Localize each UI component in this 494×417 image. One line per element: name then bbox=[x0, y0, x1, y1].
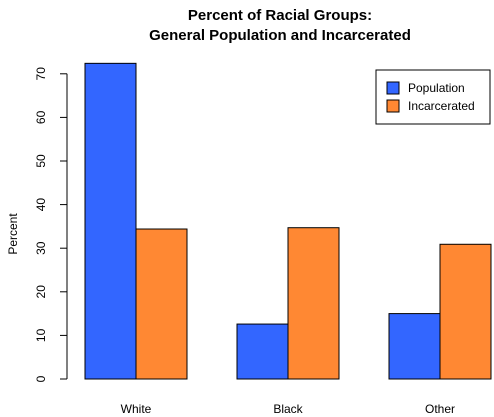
legend-swatch-population bbox=[386, 81, 400, 95]
bar-white-population bbox=[84, 62, 137, 380]
x-tick-label-black: Black bbox=[273, 402, 303, 416]
chart-title-line-1: Percent of Racial Groups: bbox=[188, 7, 372, 24]
chart-title-line-2: General Population and Incarcerated bbox=[149, 27, 411, 44]
bar-black-population bbox=[236, 323, 289, 380]
y-tick-label: 50 bbox=[34, 154, 48, 168]
y-tick-label: 40 bbox=[34, 198, 48, 212]
x-tick-label-other: Other bbox=[425, 402, 455, 416]
y-tick-label: 0 bbox=[34, 375, 48, 382]
bar-other-incarcerated bbox=[439, 243, 492, 380]
legend-box bbox=[375, 69, 491, 125]
chart-title: Percent of Racial Groups: General Popula… bbox=[149, 7, 411, 44]
legend-swatch-incarcerated bbox=[386, 99, 400, 113]
x-axis-labels: White Black Other bbox=[121, 402, 455, 416]
legend: Population Incarcerated bbox=[375, 69, 491, 125]
y-tick-label: 60 bbox=[34, 110, 48, 124]
y-tick-label: 10 bbox=[34, 328, 48, 342]
y-tick-label: 30 bbox=[34, 241, 48, 255]
legend-label-population: Population bbox=[408, 81, 465, 95]
bar-other-population bbox=[388, 313, 441, 380]
y-axis-label: Percent bbox=[6, 213, 20, 255]
y-axis: 0 10 20 30 40 50 60 70 bbox=[34, 67, 68, 382]
y-tick-label: 20 bbox=[34, 285, 48, 299]
legend-label-incarcerated: Incarcerated bbox=[408, 99, 475, 113]
bar-white-incarcerated bbox=[135, 228, 188, 380]
bar-black-incarcerated bbox=[287, 227, 340, 380]
y-tick-label: 70 bbox=[34, 67, 48, 81]
x-tick-label-white: White bbox=[121, 402, 152, 416]
bars bbox=[84, 62, 492, 380]
